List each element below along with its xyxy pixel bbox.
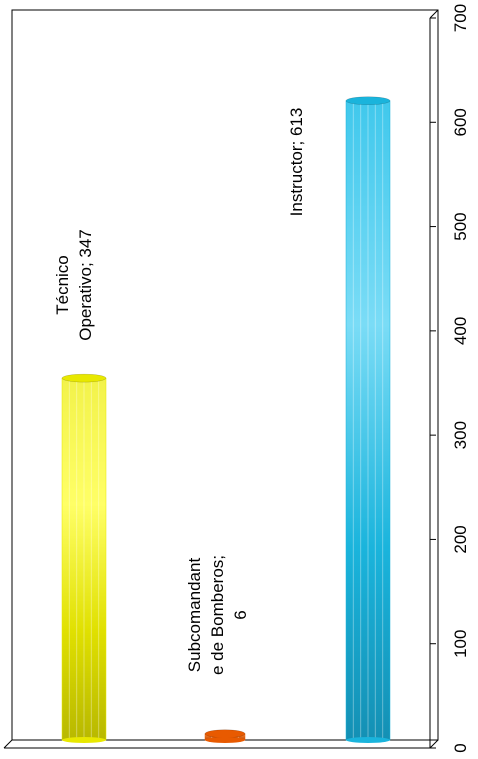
plot-floor-corner [429, 739, 439, 749]
bar-body [61, 377, 107, 741]
bar-body [345, 100, 391, 741]
value-axis-tick-label: 700 [451, 4, 470, 32]
bar [204, 729, 246, 743]
bar [61, 373, 107, 743]
plot-floor-edge [3, 739, 13, 749]
bar-base [62, 737, 106, 743]
value-axis-tick-label: 300 [451, 421, 470, 449]
value-axis-tick-label: 600 [451, 108, 470, 136]
value-axis-tick-label: 200 [451, 525, 470, 553]
bar-cap [345, 96, 391, 105]
bar-base [346, 737, 390, 743]
bars [61, 96, 391, 743]
data-label: Subcomandant e de Bomberos; 6 [185, 555, 250, 675]
value-axis-ticks: 0 100 200 300 400 500 600 700 [430, 4, 470, 753]
bar [345, 96, 391, 743]
value-axis-top-edge [429, 9, 439, 19]
data-label: Técnico Operativo; 347 [53, 229, 95, 341]
bar-cap [61, 373, 107, 383]
data-labels: Técnico Operativo; 347 Subcomandant e de Bo… [53, 108, 306, 675]
value-axis-tick-label: 0 [451, 743, 470, 752]
bar-cap [204, 729, 246, 738]
data-label: Instructor; 613 [287, 108, 306, 217]
bar-base [205, 737, 245, 743]
value-axis-tick-label: 500 [451, 212, 470, 240]
value-axis-tick-label: 400 [451, 317, 470, 345]
value-axis-tick-label: 100 [451, 630, 470, 658]
